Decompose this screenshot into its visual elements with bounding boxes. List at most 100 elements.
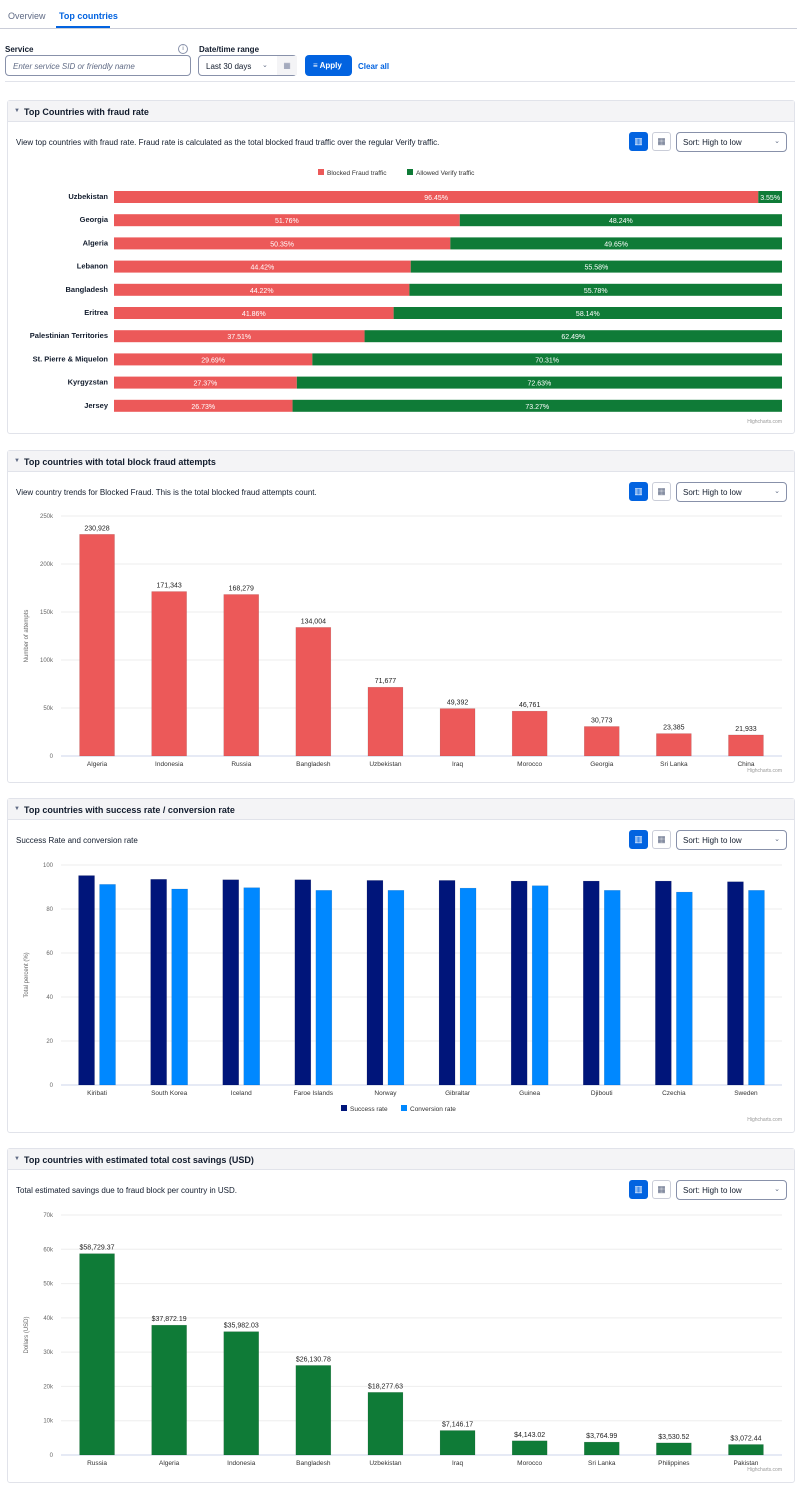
chevron-down-icon: ⌄ [774,836,780,843]
panel-title: Top countries with success rate / conver… [24,805,235,815]
data-label: $3,764.99 [586,1433,617,1440]
data-label: 26.73% [191,404,215,411]
chart-view-button[interactable]: ▥ [629,482,648,501]
date-range-select[interactable]: Last 30 days ⌄ ▦ [198,55,297,76]
bar [656,1442,692,1456]
bar [728,1444,764,1456]
fraud-attempts-chart: 0 50k 100k 150k 200k 250k Number of attempts Al… [24,514,782,774]
y-tick-label: 50k [43,706,54,712]
apply-button[interactable]: ≡ Apply [305,55,352,76]
bar [151,1324,187,1456]
bar [171,888,188,1086]
x-tick-label: South Korea [151,1090,188,1097]
bar [79,534,115,757]
legend-item: Success rate [350,1106,388,1113]
x-tick-label: Faroe Islands [294,1090,334,1097]
sort-value: Sort: High to low [683,836,742,845]
panel-header[interactable]: ▼ Top countries with success rate / conve… [8,799,794,820]
panel-header[interactable]: ▼ Top countries with estimated total cost… [8,1149,794,1170]
category-label: Kyrgyzstan [68,378,109,387]
x-tick-label: Morocco [517,1460,542,1467]
sort-select[interactable]: Sort: High to low ⌄ [676,482,787,502]
category-label: St. Pierre & Miquelon [33,354,109,363]
sort-select[interactable]: Sort: High to low ⌄ [676,132,787,152]
calendar-icon[interactable]: ▦ [277,56,297,75]
data-label: 44.42% [250,265,274,272]
y-tick-label: 0 [50,754,54,760]
fraud-rate-panel: ▼ Top Countries with fraud rate View top … [7,100,795,434]
data-label: 30,773 [591,717,613,724]
panel-header[interactable]: ▼ Top Countries with fraud rate [8,101,794,122]
tab-top-countries[interactable]: Top countries [59,11,118,21]
success-rate-chart: 0 20 40 60 80 100 Total percent (%) Kiribati Sou… [24,863,782,1123]
chart-view-button[interactable]: ▥ [629,830,648,849]
bar-segment [114,307,394,319]
sort-select[interactable]: Sort: High to low ⌄ [676,830,787,850]
service-input[interactable]: Enter service SID or friendly name [5,55,191,76]
bar [151,591,187,757]
table-view-button[interactable]: ▦ [652,830,671,849]
panel-title: Top Countries with fraud rate [24,107,149,117]
bar-segment [312,353,782,366]
bar [511,710,548,757]
y-tick-label: 0 [50,1083,54,1089]
tab-bar: Overview Top countries [0,0,797,29]
bar [676,891,693,1086]
data-label: 70.31% [535,357,559,364]
x-tick-label: Bangladesh [296,1460,331,1467]
y-tick-label: 200k [40,562,54,568]
table-view-button[interactable]: ▦ [652,482,671,501]
x-tick-label: China [737,761,754,768]
legend-marker [407,169,413,175]
chart-view-button[interactable]: ▥ [629,132,648,151]
bar-segment [114,260,411,273]
bar-segment [114,191,759,203]
y-tick-label: 50k [43,1282,54,1288]
tab-overview[interactable]: Overview [8,11,46,21]
clear-all-link[interactable]: Clear all [358,62,390,71]
chevron-down-icon: ⌄ [774,488,780,495]
success-rate-panel: ▼ Top countries with success rate / conve… [7,798,795,1133]
y-tick-label: 100 [43,863,54,869]
data-label: 49,392 [447,700,469,707]
data-label: $4,143.02 [514,1432,545,1439]
bar-segment [409,283,782,296]
bar-segment [114,399,293,412]
table-view-button[interactable]: ▦ [652,132,671,151]
date-range-value: Last 30 days [206,62,252,71]
highcharts-credit: Highcharts.com [747,1467,782,1473]
sort-value: Sort: High to low [683,1186,742,1195]
data-label: $3,530.52 [658,1434,689,1441]
x-tick-label: Uzbekistan [369,761,402,768]
data-label: 37.51% [227,334,251,341]
y-axis-title: Number of attempts [24,610,30,663]
data-label: 72.63% [528,381,552,388]
panel-header[interactable]: ▼ Top countries with total block fraud at… [8,451,794,472]
data-label: 49.65% [604,241,628,248]
x-tick-label: Morocco [517,761,542,768]
bar-segment [296,376,782,389]
data-label: 171,343 [156,583,181,590]
y-tick-label: 250k [40,514,54,520]
chart-view-button[interactable]: ▥ [629,1180,648,1199]
bar-segment [450,237,782,250]
category-label: Bangladesh [65,285,108,294]
bar [727,881,744,1086]
highcharts-credit: Highcharts.com [747,768,782,774]
highcharts-credit: Highcharts.com [747,1117,782,1123]
category-label: Palestinian Territories [30,331,108,340]
chevron-down-icon: ⌄ [774,138,780,145]
legend-item: Allowed Verify traffic [416,170,475,177]
bar [79,1253,115,1456]
info-icon[interactable]: i [178,44,188,54]
x-tick-label: Sri Lanka [660,761,688,768]
table-view-button[interactable]: ▦ [652,1180,671,1199]
data-label: 58.14% [576,311,600,318]
x-tick-label: Iraq [452,1460,464,1467]
date-range-label: Date/time range [199,45,260,54]
bar [367,1392,404,1456]
bar-segment [758,191,782,203]
bar [150,879,167,1086]
panel-title: Top countries with estimated total cost … [24,1155,254,1165]
sort-select[interactable]: Sort: High to low ⌄ [676,1180,787,1200]
